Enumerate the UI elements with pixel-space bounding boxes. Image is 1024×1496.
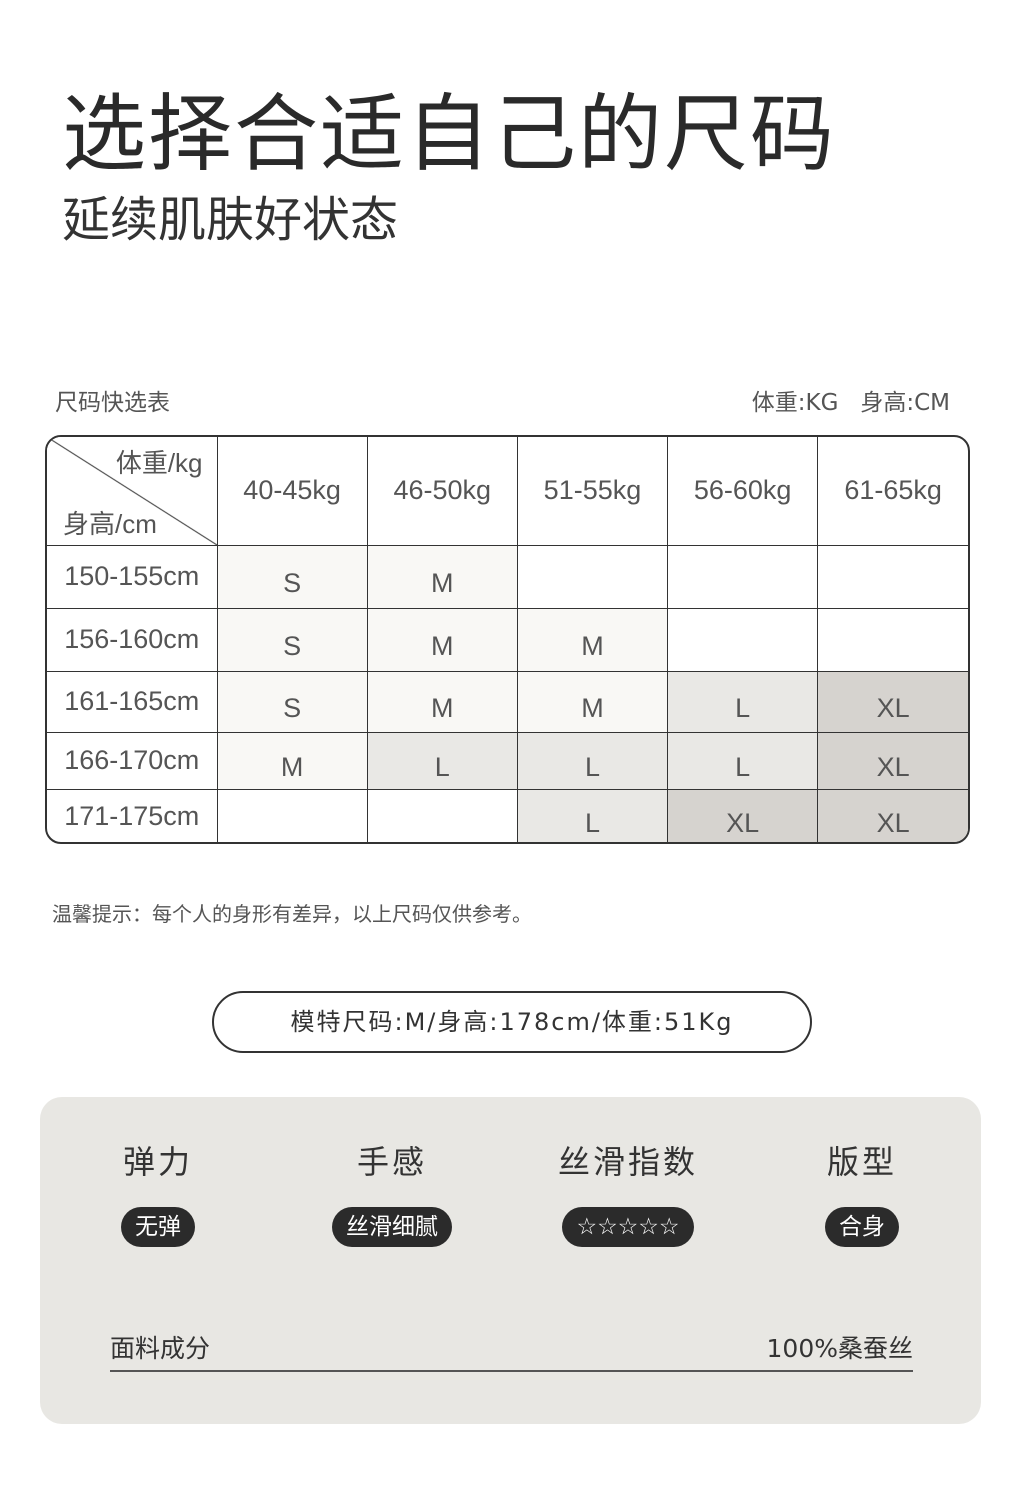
attribute-item: 手感 丝滑细腻: [332, 1137, 452, 1247]
size-cell: S: [216, 670, 368, 733]
size-cell: [817, 607, 968, 672]
table-row: 150-155cm S M: [47, 544, 968, 609]
size-cell: S: [216, 544, 368, 609]
model-info: 模特尺码:M/身高:178cm/体重:51Kg: [212, 991, 812, 1053]
table-row: 171-175cm L XL XL: [47, 788, 968, 842]
size-cell: M: [366, 544, 518, 609]
fabric-label: 面料成分: [110, 1334, 211, 1363]
height-axis-label: 身高/cm: [63, 508, 157, 539]
size-cell: [817, 544, 968, 609]
size-cell: XL: [667, 788, 819, 842]
attribute-name: 弹力: [122, 1143, 193, 1181]
weight-column-header: 56-60kg: [667, 437, 819, 546]
size-cell: S: [216, 607, 368, 672]
size-cell: [667, 607, 819, 672]
size-cell: XL: [817, 731, 968, 790]
size-cell: L: [516, 731, 669, 790]
attribute-item: 丝滑指数 ☆☆☆☆☆: [558, 1137, 698, 1247]
size-cell: M: [216, 731, 368, 790]
height-row-header: 156-160cm: [47, 607, 218, 672]
corner-cell: 体重/kg 身高/cm: [47, 437, 218, 546]
size-cell: [516, 544, 669, 609]
attribute-value-badge: 无弹: [121, 1207, 195, 1247]
attribute-value-badge: 丝滑细腻: [332, 1207, 452, 1247]
table-row: 166-170cm M L L L XL: [47, 731, 968, 790]
size-cell: XL: [817, 670, 968, 733]
size-cell: M: [516, 607, 669, 672]
height-row-header: 166-170cm: [47, 731, 218, 790]
size-cell: M: [516, 670, 669, 733]
height-row-header: 161-165cm: [47, 670, 218, 733]
size-cell: [667, 544, 819, 609]
weight-axis-label: 体重/kg: [115, 448, 203, 478]
page-title: 选择合适自己的尺码: [62, 85, 837, 183]
size-table: 体重/kg 身高/cm 40-45kg 46-50kg 51-55kg 56-60kg…: [45, 435, 970, 844]
size-cell: M: [366, 607, 518, 672]
weight-column-header: 46-50kg: [366, 437, 518, 546]
size-cell: L: [667, 731, 819, 790]
size-table-label: 尺码快选表: [55, 390, 170, 416]
size-cell: M: [366, 670, 518, 733]
weight-column-header: 61-65kg: [817, 437, 968, 546]
size-cell: L: [366, 731, 518, 790]
attribute-value-badge: ☆☆☆☆☆: [562, 1207, 694, 1247]
size-cell: L: [667, 670, 819, 733]
header-row: 体重/kg 身高/cm 40-45kg 46-50kg 51-55kg 56-60kg…: [47, 437, 968, 546]
size-cell: XL: [817, 788, 968, 842]
table-row: 161-165cm S M M L XL: [47, 670, 968, 733]
attribute-name: 版型: [826, 1143, 897, 1181]
weight-column-header: 51-55kg: [516, 437, 669, 546]
size-cell: L: [516, 788, 669, 842]
size-cell: [216, 788, 368, 842]
size-cell: [366, 788, 518, 842]
divider: [110, 1370, 913, 1372]
attribute-value-badge: 合身: [825, 1207, 899, 1247]
attribute-item: 弹力 无弹: [121, 1137, 195, 1247]
weight-column-header: 40-45kg: [216, 437, 368, 546]
table-row: 156-160cm S M M: [47, 607, 968, 672]
units-label: 体重:KG 身高:CM: [751, 390, 950, 416]
fabric-card: 弹力无弹 手感丝滑细腻 丝滑指数 ☆☆☆☆☆ 版型合身 面料成分 100%桑蚕丝: [40, 1097, 981, 1424]
attribute-name: 丝滑指数: [557, 1143, 699, 1181]
size-tip: 温馨提示：每个人的身形有差异，以上尺码仅供参考。: [52, 902, 532, 926]
fabric-value: 100%桑蚕丝: [766, 1334, 913, 1363]
page-subtitle: 延续肌肤好状态: [62, 192, 399, 248]
height-row-header: 171-175cm: [47, 788, 218, 842]
attribute-item: 版型 合身: [825, 1137, 899, 1247]
attribute-name: 手感: [356, 1143, 427, 1181]
height-row-header: 150-155cm: [47, 544, 218, 609]
